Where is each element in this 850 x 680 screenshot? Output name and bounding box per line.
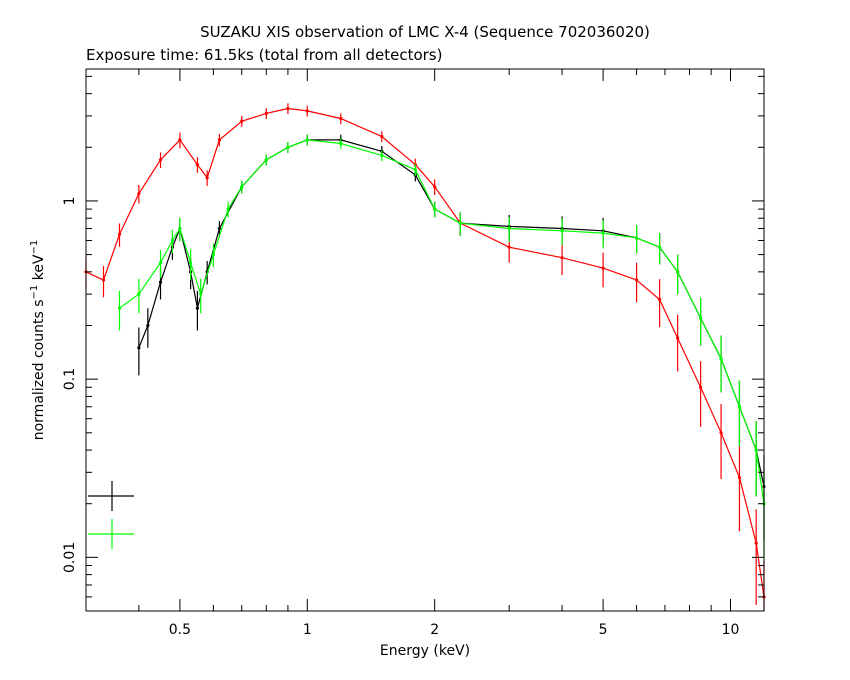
chart-title: SUZAKU XIS observation of LMC X-4 (Seque… xyxy=(200,23,650,41)
chart-subtitle: Exposure time: 61.5ks (total from all de… xyxy=(86,46,442,64)
y-tick-label-2: 1 xyxy=(62,196,78,205)
data-marks xyxy=(84,103,766,611)
tick-labels: 0.5 1 2 5 10 0.01 0.1 1 xyxy=(62,196,739,638)
legend xyxy=(88,481,134,549)
series-line-1 xyxy=(138,139,765,487)
plot-frame xyxy=(85,68,765,612)
y-tick-label-0: 0.01 xyxy=(62,542,78,573)
x-tick-label-1: 1 xyxy=(303,622,312,638)
series-1 xyxy=(137,134,766,541)
y-axis-label-sup-2: −1 xyxy=(29,240,40,255)
axis-ticks xyxy=(85,69,764,611)
y-axis-label-main: normalized counts s xyxy=(31,299,47,440)
series-0 xyxy=(84,103,766,611)
y-axis-label: normalized counts s−1 keV−1 xyxy=(29,240,47,441)
y-axis-label-sup-1: −1 xyxy=(29,285,40,300)
x-tick-label-3: 5 xyxy=(599,622,608,638)
series-line-2 xyxy=(119,139,765,504)
y-tick-label-1: 0.1 xyxy=(62,368,78,390)
y-axis-label-mid: keV xyxy=(31,254,47,285)
x-tick-label-0: 0.5 xyxy=(169,622,191,638)
x-tick-label-4: 10 xyxy=(722,622,740,638)
series-line-0 xyxy=(85,107,765,597)
x-axis-label: Energy (keV) xyxy=(380,643,470,659)
series-2 xyxy=(117,134,766,558)
x-tick-label-2: 2 xyxy=(430,622,439,638)
